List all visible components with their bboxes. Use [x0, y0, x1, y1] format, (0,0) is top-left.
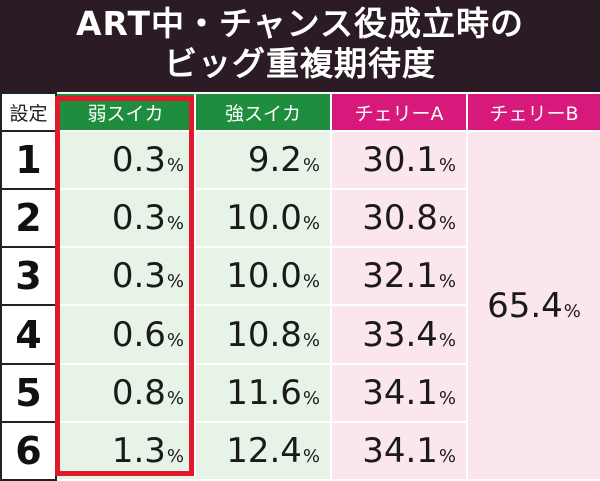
table-row: 6 1.3% 12.4% 34.1% — [0, 420, 600, 481]
percent-unit: % — [438, 213, 456, 235]
cherry-a-cell: 34.1% — [330, 362, 468, 423]
weak-suika-cell: 0.6% — [55, 304, 196, 365]
value: 10.0 — [226, 198, 302, 239]
value: 30.8 — [362, 198, 438, 239]
value: 33.4 — [362, 314, 438, 355]
weak-suika-cell: 0.8% — [55, 362, 196, 423]
value: 0.3 — [111, 198, 166, 239]
cherry-a-cell: 30.1% — [330, 129, 468, 191]
value: 0.3 — [111, 140, 166, 181]
percent-unit: % — [302, 387, 320, 409]
setting-number: 4 — [0, 304, 57, 365]
value: 30.1 — [362, 140, 438, 181]
weak-suika-cell: 0.3% — [55, 246, 196, 307]
value: 65.4 — [487, 285, 563, 326]
cherry-b-cell: 65.4% — [466, 130, 600, 481]
percent-unit: % — [166, 213, 184, 235]
table-row: 3 0.3% 10.0% 32.1% — [0, 246, 600, 307]
value: 10.0 — [226, 256, 302, 297]
value: 34.1 — [362, 430, 438, 471]
percent-unit: % — [438, 329, 456, 351]
strong-suika-cell: 10.0% — [194, 188, 332, 249]
title-line-2: ビッグ重複期待度 — [164, 44, 436, 83]
cherry-a-cell: 32.1% — [330, 246, 468, 307]
percent-unit: % — [302, 213, 320, 235]
cherry-a-cell: 34.1% — [330, 420, 468, 481]
percent-unit: % — [563, 300, 581, 322]
header-strong-suika: 強スイカ — [194, 92, 332, 132]
value: 9.2 — [247, 140, 302, 181]
cherry-a-cell: 33.4% — [330, 304, 468, 365]
percent-unit: % — [166, 387, 184, 409]
setting-number: 6 — [0, 420, 57, 481]
percent-unit: % — [166, 155, 184, 177]
setting-number: 5 — [0, 362, 57, 423]
table-row: 2 0.3% 10.0% 30.8% — [0, 188, 600, 249]
percent-unit: % — [166, 271, 184, 293]
header-weak-suika: 弱スイカ — [55, 92, 196, 132]
header-cherry-b: チェリーB — [466, 92, 600, 132]
percent-unit: % — [438, 271, 456, 293]
percent-unit: % — [302, 329, 320, 351]
value: 1.3 — [111, 430, 166, 471]
table-row: 5 0.8% 11.6% 34.1% — [0, 362, 600, 423]
strong-suika-cell: 10.8% — [194, 304, 332, 365]
percent-unit: % — [166, 329, 184, 351]
value: 12.4 — [226, 430, 302, 471]
probability-table: 設定 弱スイカ 強スイカ チェリーA チェリーB 1 0.3% 9.2% 30.… — [0, 92, 600, 481]
percent-unit: % — [438, 155, 456, 177]
percent-unit: % — [302, 155, 320, 177]
strong-suika-cell: 12.4% — [194, 420, 332, 481]
value: 32.1 — [362, 256, 438, 297]
header-row: 設定 弱スイカ 強スイカ チェリーA チェリーB — [0, 92, 600, 132]
value: 0.3 — [111, 256, 166, 297]
percent-unit: % — [438, 445, 456, 467]
weak-suika-cell: 0.3% — [55, 188, 196, 249]
setting-number: 3 — [0, 246, 57, 307]
cherry-a-cell: 30.8% — [330, 188, 468, 249]
weak-suika-cell: 0.3% — [55, 129, 196, 191]
setting-number: 1 — [0, 129, 57, 191]
percent-unit: % — [166, 445, 184, 467]
table-row: 4 0.6% 10.8% 33.4% — [0, 304, 600, 365]
strong-suika-cell: 10.0% — [194, 246, 332, 307]
percent-unit: % — [302, 445, 320, 467]
percent-unit: % — [302, 271, 320, 293]
value: 0.6 — [111, 314, 166, 355]
value: 11.6 — [226, 372, 302, 413]
table-row: 1 0.3% 9.2% 30.1% 65.4% — [0, 129, 600, 481]
value: 10.8 — [226, 314, 302, 355]
weak-suika-cell: 1.3% — [55, 420, 196, 481]
title-bar: ART中・チャンス役成立時の ビッグ重複期待度 — [0, 0, 600, 92]
percent-unit: % — [438, 387, 456, 409]
title-line-1: ART中・チャンス役成立時の — [76, 4, 524, 43]
header-cherry-a: チェリーA — [330, 92, 468, 132]
value: 34.1 — [362, 372, 438, 413]
setting-number: 2 — [0, 188, 57, 249]
strong-suika-cell: 11.6% — [194, 362, 332, 423]
value: 0.8 — [111, 372, 166, 413]
strong-suika-cell: 9.2% — [194, 129, 332, 191]
header-setting: 設定 — [0, 92, 57, 132]
